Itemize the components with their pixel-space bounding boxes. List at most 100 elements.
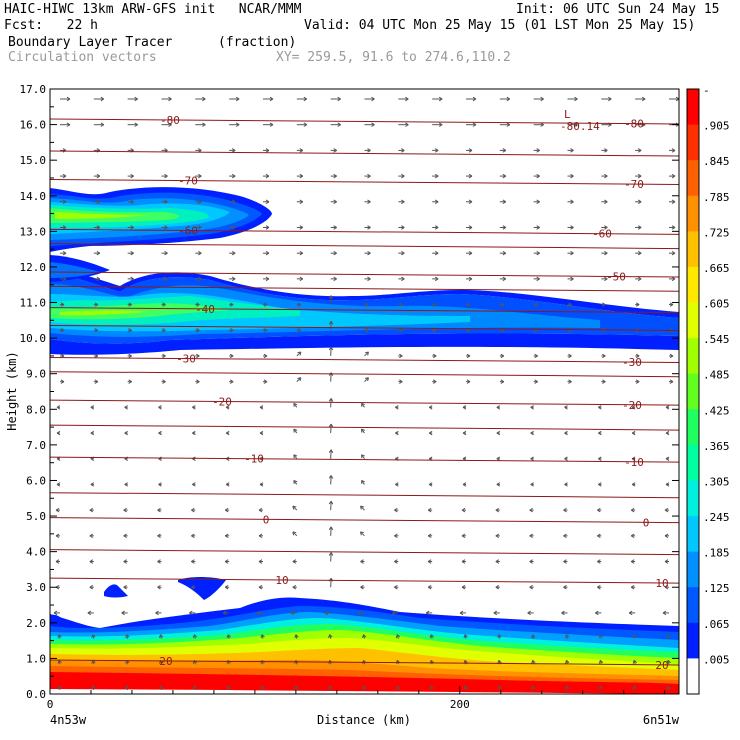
vector-head [602,302,606,307]
vector-head [635,302,640,307]
valid-time: Valid: 04 UTC Mon 25 May 15 (01 LST Mon … [304,18,696,33]
minimum-marker: L [564,108,571,121]
vector-head [367,199,371,205]
vector-head [534,353,538,359]
x-end-location: 6n51w [643,713,680,727]
vector-head [125,685,130,690]
vector-head [399,379,403,384]
vector-head [468,250,473,256]
vector-head [468,225,473,230]
isotherm-label: -60 [178,224,198,237]
colorbar-swatch [687,587,699,624]
vector-head [466,302,471,307]
vector-head [598,430,602,436]
vector-head [164,276,168,282]
vector-head [337,96,341,102]
vector-head [427,533,432,539]
vector-head [604,225,608,230]
vector-head [333,225,337,230]
vector-head [529,584,533,590]
vector-head [536,276,540,282]
vector-head [568,302,572,307]
vector-head [191,559,195,564]
vector-head [530,482,534,487]
vector-head [637,225,642,230]
vector-head [367,148,371,153]
vector-head [669,353,674,359]
vector-head [123,507,127,513]
colorbar-swatch [687,195,699,232]
vector-head [162,379,166,384]
vector-head [231,250,236,256]
vector-head [631,482,636,487]
y-tick-label: 17.0 [20,83,47,96]
vector-head [333,250,337,256]
vector-head [60,302,65,307]
vector-head [463,685,468,690]
vector-head [56,405,61,410]
vector-head [269,96,274,102]
surface [50,689,679,694]
vector-head [565,634,570,639]
vector-head [62,199,67,205]
vector-head [55,507,60,513]
vector-head [631,430,636,436]
vector-head [395,634,401,639]
vector-head [333,148,337,153]
vector-head [574,96,578,102]
isotherm-label: -40 [195,303,215,316]
y-tick-label: 9.0 [26,368,46,381]
vector-head [564,482,568,487]
isotherm-label: 0 [643,516,650,529]
vector-head [570,250,574,256]
isotherm-label: -10 [244,453,264,466]
vector-head [597,533,601,539]
circulation-vectors [53,96,679,691]
vector-head [265,250,270,256]
y-tick-label: 11.0 [20,297,47,310]
circulation-vector [330,449,332,459]
vector-head [664,533,669,539]
x-start-location: 4n53w [50,713,87,727]
vector-head [60,328,65,333]
vector-head [637,173,642,179]
vector-head [500,353,505,359]
y-axis-label: Height (km) [5,351,19,430]
vector-head [608,96,612,102]
isotherm-label: -30 [622,356,642,369]
vector-head [229,379,234,384]
vector-head [258,584,263,590]
vector-head [164,199,168,205]
vector-head [164,225,168,230]
vector-head [671,199,676,205]
colorbar-swatch [687,231,699,268]
isotherm [50,424,679,431]
vector-head [198,199,202,205]
vector-head [299,225,304,230]
vector-head [94,379,99,384]
vector-head [664,559,669,564]
vector-head [565,659,570,664]
vector-head [604,276,608,282]
vector-head [405,122,409,127]
vector-head [96,250,101,256]
isotherm [50,399,679,406]
vector-head [192,430,196,436]
vector-head [159,634,164,639]
vector-head [361,428,365,433]
vector-head [235,96,240,102]
vector-head [401,173,405,179]
colorbar: - .905 .845 .785 .725 .665 .605 .545 .485 .425 .36… [686,84,730,695]
vector-head [128,328,132,333]
vector-head [324,610,328,616]
vector-head [263,328,268,333]
vector-head [462,482,467,487]
vector-head [260,685,265,690]
vector-head [96,173,101,179]
vector-head [395,430,399,436]
colorbar-swatch [687,658,699,695]
vector-head [224,584,229,590]
vector-head [365,328,369,333]
vector-head [328,398,334,402]
y-tick-label: 10.0 [20,332,47,345]
